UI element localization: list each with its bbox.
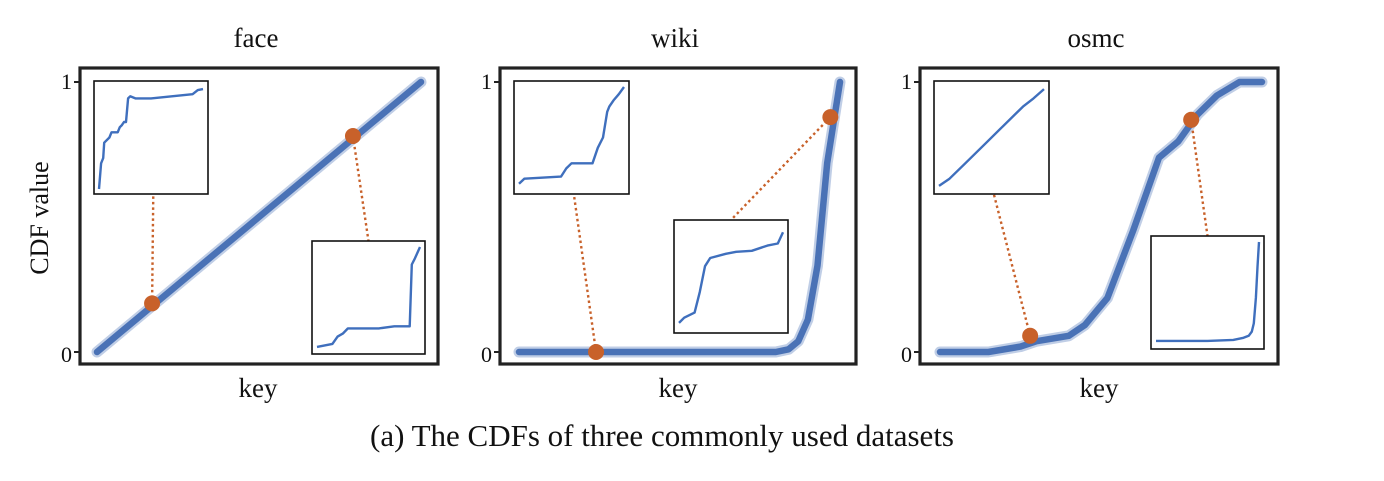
zoom-inset-curve	[1156, 241, 1261, 343]
zoom-inset-curve	[518, 86, 625, 185]
y-tick-0: 0	[61, 342, 72, 367]
highlight-point	[1022, 327, 1039, 344]
zoom-connector	[572, 193, 598, 353]
zoom-inset-frame	[311, 240, 426, 355]
highlight-point	[588, 344, 605, 360]
zoom-connector	[351, 135, 370, 242]
highlight-point	[144, 295, 161, 312]
highlight-point	[822, 109, 839, 126]
x-axis-label: key	[239, 373, 278, 403]
panel-title: face	[234, 23, 279, 53]
highlight-point	[1183, 111, 1200, 128]
y-tick-1: 1	[901, 69, 912, 94]
zoom-inset-curve	[316, 246, 422, 349]
zoom-inset-frame	[1150, 235, 1265, 350]
plot-osmc	[914, 66, 1280, 366]
y-axis-label: CDF value	[25, 161, 54, 274]
zoom-inset-frame	[93, 80, 209, 195]
zoom-inset-curve	[678, 231, 785, 324]
panel-osmc: osmc 1 0 key	[901, 23, 1125, 403]
panel-title: osmc	[1068, 23, 1125, 53]
y-tick-0: 0	[901, 342, 912, 367]
plot-face	[74, 66, 440, 366]
zoom-inset-curve	[97, 87, 204, 190]
y-tick-1: 1	[61, 69, 72, 94]
zoom-connector	[150, 193, 155, 304]
highlight-point	[344, 128, 361, 144]
zoom-inset-curve	[938, 88, 1045, 187]
x-axis-label: key	[659, 373, 698, 403]
zoom-inset-frame	[513, 80, 630, 195]
panel-title: wiki	[651, 23, 699, 53]
y-tick-1: 1	[481, 69, 492, 94]
zoom-connector	[992, 193, 1032, 337]
figure-caption: (a) The CDFs of three commonly used data…	[370, 418, 954, 453]
zoom-connector	[730, 116, 832, 221]
y-tick-0: 0	[481, 342, 492, 367]
cdf-curve	[936, 78, 1266, 356]
x-axis-label: key	[1080, 373, 1119, 403]
cdf-curve	[515, 78, 844, 356]
panel-face: face 1 0 key	[61, 23, 278, 403]
zoom-inset-frame	[673, 219, 789, 334]
panel-wiki: wiki 1 0 key	[481, 23, 699, 403]
plot-wiki	[494, 66, 858, 366]
